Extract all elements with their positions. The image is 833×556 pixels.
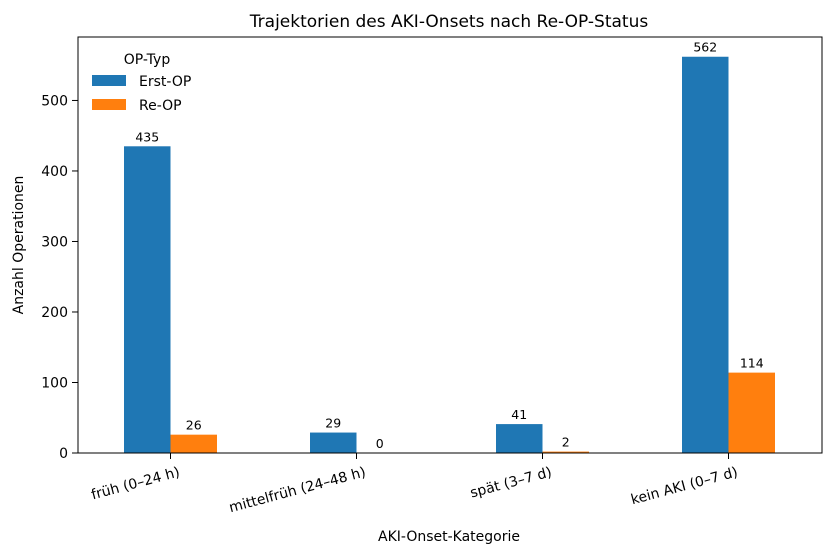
plot-frame [77,36,823,454]
y-tick-label: 300 [41,234,68,250]
legend-label-re-op: Re-OP [139,98,182,114]
bar-erst-op-1 [310,432,357,453]
y-tick-label: 100 [41,375,68,391]
legend-title: OP-Typ [124,52,171,68]
data-label: 0 [376,436,384,451]
data-label: 26 [186,418,202,433]
bar-erst-op-3 [682,56,729,454]
bar-erst-op-0 [124,146,171,453]
legend-swatch-erst-op [92,75,126,86]
data-label: 2 [562,435,570,450]
legend-label-erst-op: Erst-OP [139,74,191,90]
data-label: 435 [135,129,159,144]
data-label: 29 [325,416,341,431]
y-tick-label: 200 [41,305,68,321]
data-label: 114 [740,356,764,371]
chart-title: Trajektorien des AKI-Onsets nach Re-OP-S… [249,12,649,32]
bar-re-op-0 [170,434,217,453]
data-label: 562 [693,40,717,55]
y-tick-label: 0 [59,446,68,462]
x-tick-label: spät (3–7 d) [468,464,553,501]
x-tick-label: mittelfrüh (24–48 h) [227,464,367,516]
x-axis-label: AKI-Onset-Kategorie [378,529,520,545]
y-axis-label: Anzahl Operationen [11,176,27,315]
x-tick-label: kein AKI (0–7 d) [629,464,739,508]
x-tick-label: früh (0–24 h) [90,464,182,503]
bar-erst-op-2 [496,424,543,453]
y-tick-label: 400 [41,164,68,180]
legend-swatch-re-op [92,99,126,110]
y-tick-label: 500 [41,93,68,109]
data-label: 41 [511,407,527,422]
bar-re-op-3 [728,372,775,453]
legend: OP-Typ Erst-OP Re-OP [92,52,191,114]
bar-re-op-2 [542,451,589,453]
